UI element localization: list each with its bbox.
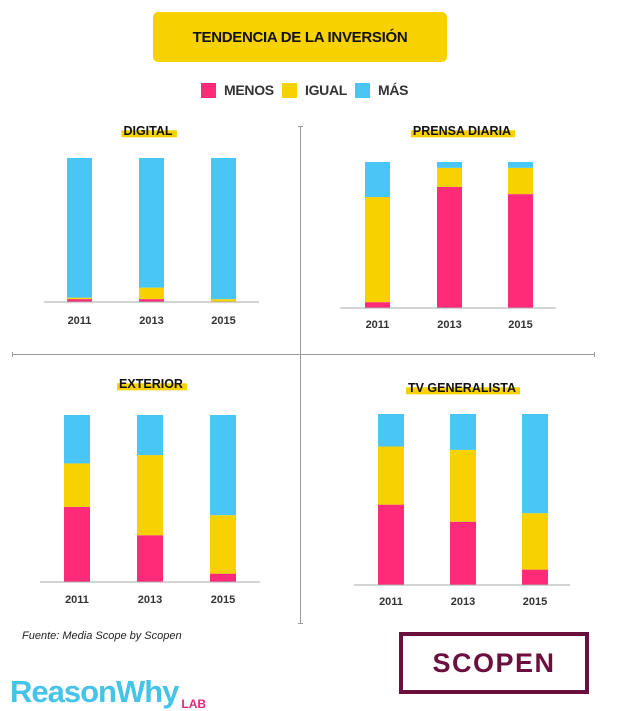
chart-1-tick-2015: 2015	[508, 319, 532, 331]
chart-2-bar-2011-igual	[64, 463, 90, 507]
legend-swatch-mas	[355, 82, 370, 98]
divider-cap-bottom	[298, 623, 303, 624]
chart-1-bar-2015-menos	[508, 194, 533, 308]
chart-2-bar-2013-menos	[137, 535, 163, 582]
chart-3-title: TV GENERALISTA	[408, 381, 516, 395]
chart-0-bar-2013-igual	[139, 287, 164, 300]
chart-3-bar-2011-más	[378, 414, 404, 447]
chart-3-bar-2015-igual	[522, 513, 548, 570]
chart-0-title-highlight	[121, 130, 177, 138]
legend-swatch-igual	[282, 82, 297, 98]
chart-2-bar-2015-más	[210, 415, 236, 516]
divider-cap-right	[594, 352, 595, 357]
reasonwhy-logo: ReasonWhy LAB	[10, 668, 207, 711]
chart-1-bar-2011-menos	[365, 302, 390, 308]
chart-1-bar-2011-igual	[365, 197, 390, 303]
chart-0-bar-2015-igual	[211, 299, 236, 302]
chart-1-title: PRENSA DIARIA	[413, 124, 511, 138]
legend-label-menos: MENOS	[224, 82, 274, 98]
chart-2-bar-2015-igual	[210, 515, 236, 574]
chart-3-tick-2013: 2013	[451, 596, 475, 608]
legend-swatch-menos	[201, 82, 216, 98]
chart-0-tick-2013: 2013	[139, 315, 163, 327]
chart-0-tick-2011: 2011	[68, 315, 92, 327]
chart-1-bar-2015-igual	[508, 167, 533, 195]
reasonwhy-logo-sub: LAB	[181, 697, 207, 711]
chart-0-bar-2013-más	[139, 158, 164, 288]
legend-item-igual: IGUAL	[282, 82, 347, 98]
chart-2-bar-2015-menos	[210, 573, 236, 582]
chart-3-bar-2013-igual	[450, 449, 476, 522]
legend-item-menos: MENOS	[201, 82, 274, 98]
chart-2-bar-2011-más	[64, 415, 90, 464]
quadrant-divider-horizontal	[12, 354, 594, 355]
page-title-text: TENDENCIA DE LA INVERSIÓN	[192, 28, 408, 46]
chart-0-bar-2011-más	[67, 158, 92, 298]
chart-3-bar-2011-menos	[378, 504, 404, 585]
chart-0-tick-2015: 2015	[211, 315, 235, 327]
legend-label-igual: IGUAL	[305, 82, 348, 98]
page-title: TENDENCIA DE LA INVERSIÓN	[153, 12, 447, 62]
chart-1-title-highlight	[410, 130, 516, 138]
chart-1-bar-2013-igual	[437, 167, 462, 187]
chart-2-title-highlight	[117, 383, 187, 391]
chart-3-bar-2011-igual	[378, 446, 404, 505]
chart-1-bar-2011-más	[365, 162, 390, 198]
chart-1-tick-2011: 2011	[366, 319, 390, 331]
chart-3-title-highlight	[405, 387, 521, 395]
quadrant-divider-vertical	[300, 126, 301, 624]
chart-0-bar-2013-menos	[139, 299, 164, 302]
chart-2-tick-2011: 2011	[65, 594, 89, 606]
chart-0-bar-2015-más	[211, 158, 236, 300]
chart-0-bar-2011-igual	[67, 297, 92, 300]
chart-1-bar-2015-más	[508, 162, 533, 168]
chart-3-bar-2013-más	[450, 414, 476, 450]
chart-2-title: EXTERIOR	[119, 377, 183, 391]
chart-3-bar-2013-menos	[450, 521, 476, 585]
chart-1-bar-2013-menos	[437, 186, 462, 308]
chart-2-tick-2015: 2015	[211, 594, 235, 606]
chart-2-tick-2013: 2013	[138, 594, 162, 606]
chart-2-bar-2013-igual	[137, 455, 163, 536]
chart-2-bar-2011-menos	[64, 506, 90, 582]
legend: MENOS IGUAL MÁS	[0, 82, 619, 100]
chart-1-bar-2013-más	[437, 162, 462, 168]
chart-0-title: DIGITAL	[123, 124, 172, 138]
reasonwhy-logo-text: ReasonWhy	[10, 674, 179, 709]
chart-3-bar-2015-más	[522, 414, 548, 514]
legend-label-mas: MÁS	[378, 82, 409, 98]
scopen-logo: SCOPEN	[399, 632, 589, 694]
scopen-logo-text: SCOPEN	[432, 647, 556, 678]
divider-cap-left	[12, 352, 13, 357]
chart-3-bar-2015-menos	[522, 569, 548, 585]
divider-cap-top	[298, 126, 303, 127]
chart-3-tick-2015: 2015	[523, 596, 547, 608]
chart-0-bar-2011-menos	[67, 299, 92, 302]
legend-item-mas: MÁS	[355, 82, 409, 98]
source-note: Fuente: Media Scope by Scopen	[22, 630, 182, 642]
chart-3-tick-2011: 2011	[379, 596, 403, 608]
chart-1-tick-2013: 2013	[437, 319, 461, 331]
chart-2-bar-2013-más	[137, 415, 163, 456]
